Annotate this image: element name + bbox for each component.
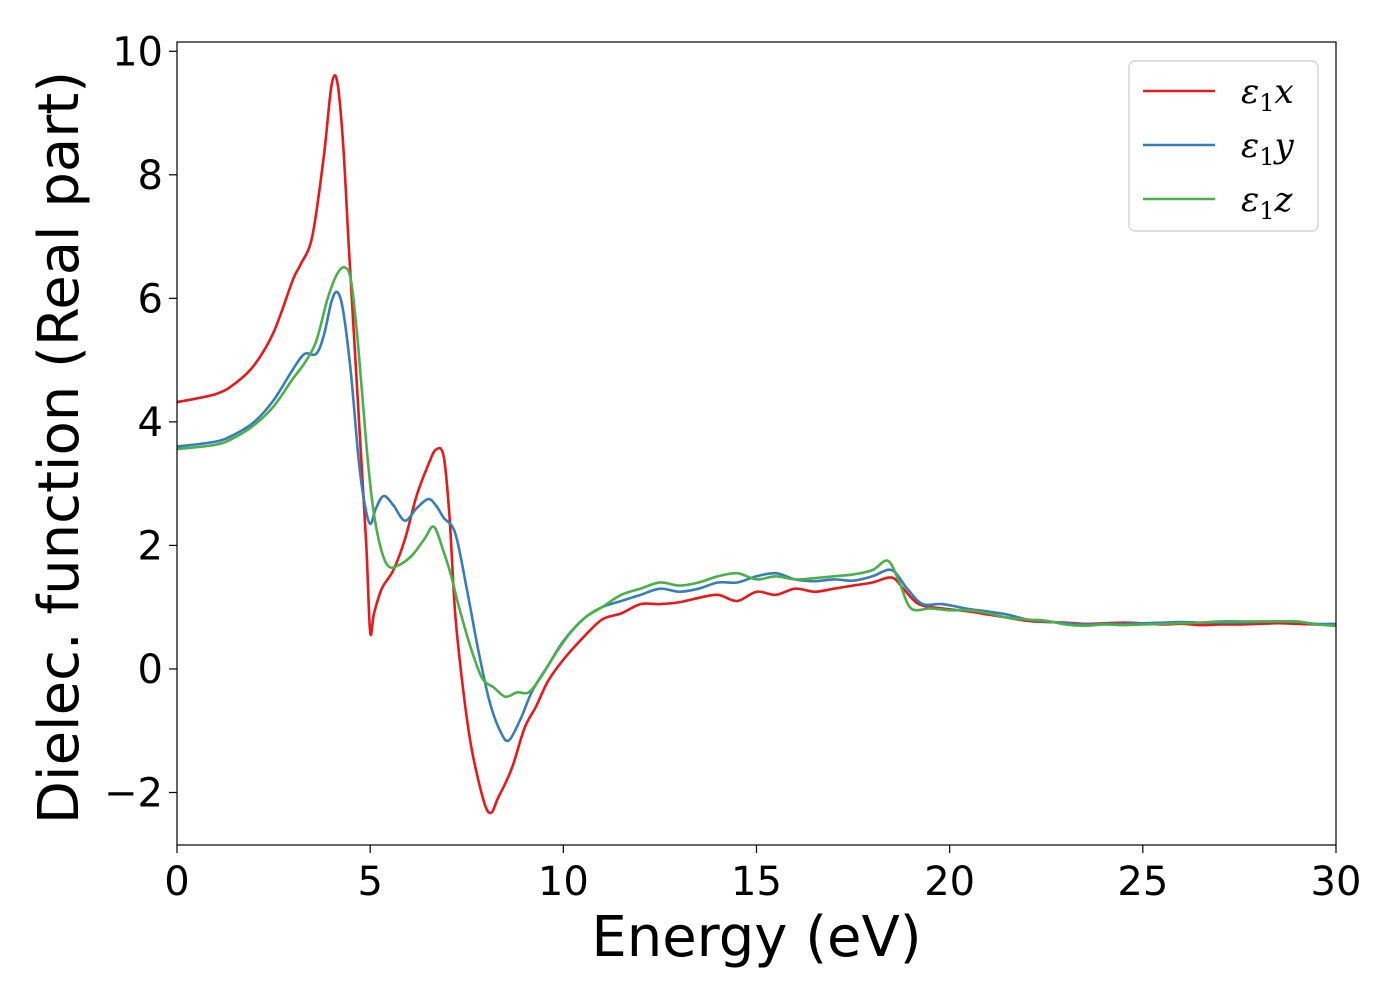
y-axis-title: Dielec. function (Real part)	[27, 71, 92, 824]
x-tick-label: 0	[164, 859, 189, 905]
x-axis-ticks: 0 5 10 15 20 25 30	[164, 845, 1361, 905]
series-layer	[177, 74, 1336, 815]
x-tick-label: 25	[1117, 859, 1168, 905]
legend-label-y: ε1y	[1241, 126, 1295, 171]
legend-label-z: ε1z	[1241, 180, 1294, 225]
x-tick-label: 15	[731, 859, 782, 905]
series-line-z	[177, 265, 1336, 699]
x-axis-title: Energy (eV)	[591, 905, 921, 970]
series-line-y	[177, 290, 1336, 743]
x-tick-label: 30	[1311, 859, 1362, 905]
legend-label-x: ε1x	[1241, 72, 1294, 117]
legend: ε1x ε1y ε1z	[1128, 60, 1319, 232]
y-axis-ticks: −2 0 2 4 6 8 10	[104, 29, 177, 816]
y-tick-label: 4	[138, 400, 163, 446]
y-tick-label: 0	[138, 647, 163, 693]
y-tick-label: −2	[104, 770, 163, 816]
y-tick-label: 10	[112, 29, 163, 75]
y-tick-label: 8	[138, 153, 163, 199]
x-tick-label: 10	[538, 859, 589, 905]
legend-box	[1128, 60, 1319, 232]
x-tick-label: 20	[924, 859, 975, 905]
y-tick-label: 6	[138, 276, 163, 322]
y-tick-label: 2	[138, 523, 163, 569]
x-tick-label: 5	[357, 859, 382, 905]
